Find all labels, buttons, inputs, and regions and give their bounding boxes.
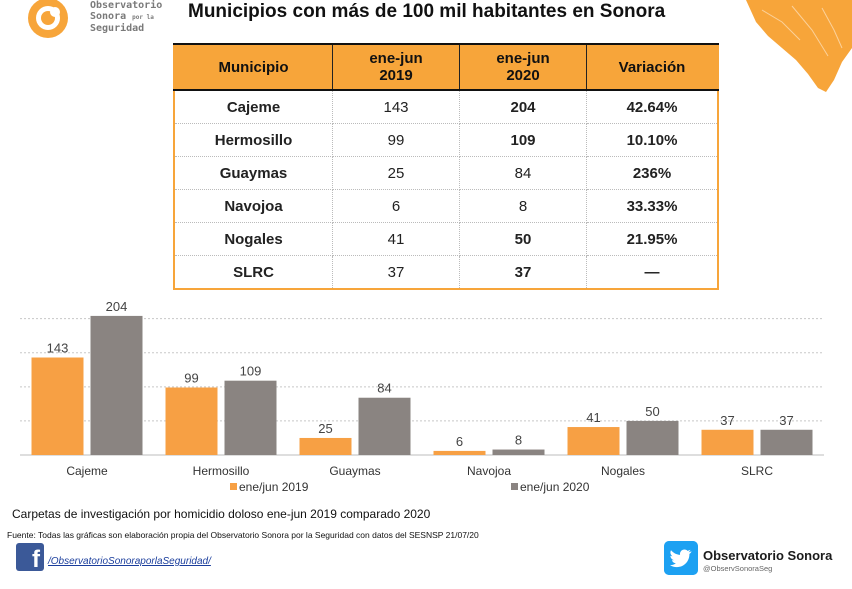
observatorio-logo: Observatorio Sonora por la Seguridad [22,0,172,48]
data-label: 37 [779,413,793,428]
x-tick-label: Guaymas [329,464,380,478]
data-label: 84 [377,381,391,396]
bar-2020 [626,420,679,455]
bar-2019 [567,427,620,455]
bar-2020 [760,429,813,455]
cell-municipio: Navojoa [174,189,333,223]
chart-caption: Carpetas de investigación por homicidio … [12,507,431,521]
header-2019: ene-jun 2019 [332,43,460,91]
table-header-row: Municipio ene-jun 2019 ene-jun 2020 Variac… [174,43,718,91]
cell-2020: 204 [459,90,587,124]
bar-2020 [224,380,277,455]
bar-2019 [299,437,352,455]
twitter-handle[interactable]: @ObservSonoraSeg [703,564,773,573]
facebook-link[interactable]: /ObservatorioSonoraporlaSeguridad/ [48,556,211,567]
table-row: Navojoa 6 8 33.33% [174,189,718,223]
table-row: Guaymas 25 84 236% [174,156,718,190]
data-label: 6 [456,434,463,449]
sonora-map-icon [746,0,852,92]
cell-variacion: 33.33% [586,189,718,223]
source-note: Fuente: Todas las gráficas son elaboraci… [7,530,479,540]
header-2019-line1: ene-jun [369,50,423,67]
cell-municipio: Guaymas [174,156,333,190]
twitter-bird-icon[interactable] [664,541,698,575]
cell-2019: 6 [332,189,460,223]
legend-label: ene/jun 2019 [239,480,309,494]
logo-line2: Sonora [90,11,127,22]
cell-variacion: — [586,255,718,290]
data-label: 204 [106,299,128,314]
cell-municipio: Hermosillo [174,123,333,157]
cell-variacion: 236% [586,156,718,190]
header-variacion: Variación [586,43,718,91]
logo-line3: Seguridad [90,23,145,34]
bar-2020 [492,449,545,455]
data-label: 37 [720,413,734,428]
bar-2020 [90,315,143,455]
cell-variacion: 10.10% [586,123,718,157]
header-2020-line1: ene-jun [496,50,550,67]
data-label: 143 [47,341,69,356]
cell-2019: 25 [332,156,460,190]
cell-2019: 41 [332,222,460,256]
cell-municipio: Cajeme [174,90,333,124]
cell-2020: 37 [459,255,587,290]
bar-2020 [358,397,411,455]
table-row: Cajeme 143 204 42.64% [174,90,718,124]
cell-variacion: 42.64% [586,90,718,124]
table-row: Hermosillo 99 109 10.10% [174,123,718,157]
logo-text: Observatorio Sonora por la Seguridad [90,0,162,34]
cell-2019: 143 [332,90,460,124]
logo-line1: Observatorio [90,0,163,11]
data-label: 109 [240,364,262,379]
legend-label: ene/jun 2020 [520,480,590,494]
x-tick-label: SLRC [741,464,773,478]
facebook-icon[interactable]: f [16,543,44,571]
x-tick-label: Cajeme [66,464,108,478]
municipios-table: Municipio ene-jun 2019 ene-jun 2020 Variac… [173,43,719,290]
page-title: Municipios con más de 100 mil habitantes… [188,1,666,22]
logo-small: por la [132,14,154,21]
header-2020-line2: 2020 [506,67,540,84]
cell-2019: 99 [332,123,460,157]
bar-2019 [433,450,486,455]
legend-swatch [230,483,237,490]
bar-chart: 143 204 Cajeme 99 109 Hermosillo 25 84 Guaymas 6 8… [20,299,824,494]
cell-2020: 50 [459,222,587,256]
x-tick-label: Navojoa [467,464,511,478]
bar-2019 [31,357,84,455]
cell-2020: 84 [459,156,587,190]
data-label: 41 [586,410,600,425]
sun-logo-icon [28,0,68,38]
data-label: 8 [515,433,522,448]
data-label: 25 [318,421,332,436]
x-tick-label: Nogales [601,464,645,478]
legend-swatch [511,483,518,490]
cell-2020: 8 [459,189,587,223]
bar-2019 [165,387,218,455]
bar-2019 [701,429,754,455]
header-2020: ene-jun 2020 [459,43,587,91]
twitter-name: Observatorio Sonora [703,548,833,563]
cell-municipio: Nogales [174,222,333,256]
header-2019-line2: 2019 [379,67,413,84]
cell-variacion: 21.95% [586,222,718,256]
table-row: SLRC 37 37 — [174,255,718,290]
data-label: 99 [184,371,198,386]
header-municipio: Municipio [174,43,333,91]
x-tick-label: Hermosillo [193,464,250,478]
cell-2020: 109 [459,123,587,157]
table-row: Nogales 41 50 21.95% [174,222,718,256]
data-label: 50 [645,404,659,419]
cell-municipio: SLRC [174,255,333,290]
cell-2019: 37 [332,255,460,290]
